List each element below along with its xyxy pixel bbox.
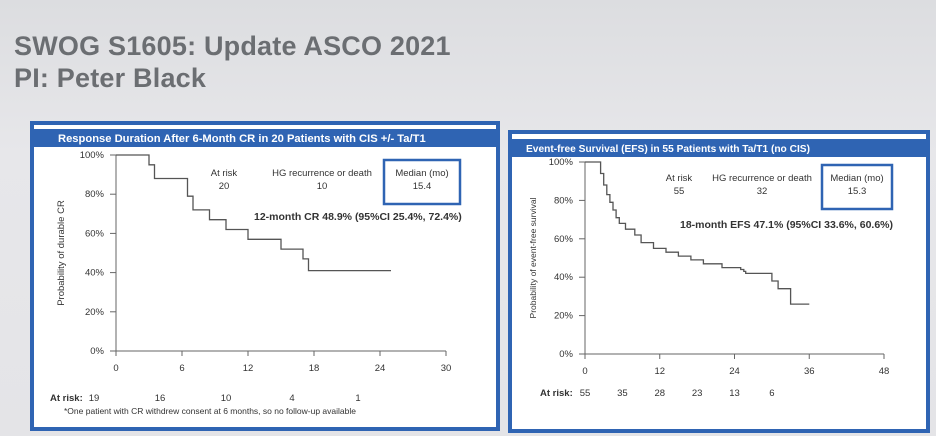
chart-title-band <box>512 139 926 157</box>
median-highlight-box <box>382 158 462 206</box>
risk-table-value: 6 <box>769 388 774 399</box>
risk-table-value: 16 <box>155 393 166 404</box>
y-axis-label: Probability of event-free survival <box>528 197 538 318</box>
y-tick-label: 0% <box>90 346 104 357</box>
x-tick-label: 36 <box>804 366 815 377</box>
median-value: 15.3 <box>848 186 867 197</box>
y-tick-label: 100% <box>80 150 105 161</box>
risk-table-value: 23 <box>692 388 703 399</box>
efs-chart: Event-free Survival (EFS) in 55 Patients… <box>512 139 926 399</box>
at-risk-header: At risk <box>666 173 693 184</box>
median-header: Median (mo) <box>395 168 448 179</box>
landmark-estimate-annotation: 18-month EFS 47.1% (95%CI 33.6%, 60.6%) <box>680 219 893 231</box>
events-total: 32 <box>757 186 768 197</box>
y-tick-label: 60% <box>554 234 574 245</box>
y-axis-label: Probability of durable CR <box>56 200 67 306</box>
efs-chart-panel: Event-free Survival (EFS) in 55 Patients… <box>508 130 930 433</box>
risk-table-value: 55 <box>580 388 591 399</box>
at-risk-header: At risk <box>211 168 238 179</box>
y-tick-label: 20% <box>554 311 574 322</box>
x-tick-label: 6 <box>179 363 184 374</box>
risk-table-value: 19 <box>89 393 100 404</box>
x-tick-label: 0 <box>113 363 118 374</box>
y-tick-label: 0% <box>559 349 573 360</box>
landmark-estimate-annotation: 12-month CR 48.9% (95%CI 25.4%, 72.4%) <box>254 211 462 223</box>
risk-table-value: 28 <box>654 388 665 399</box>
x-tick-label: 48 <box>879 366 890 377</box>
x-tick-label: 12 <box>654 366 665 377</box>
y-tick-label: 40% <box>85 268 105 279</box>
chart-title-band <box>34 129 496 147</box>
x-tick-label: 30 <box>441 363 452 374</box>
km-survival-curve <box>116 154 391 272</box>
y-tick-label: 40% <box>554 272 574 283</box>
median-highlight-box <box>820 163 894 211</box>
at-risk-total: 20 <box>219 181 230 192</box>
x-tick-label: 18 <box>309 363 320 374</box>
x-tick-label: 0 <box>582 366 587 377</box>
risk-table-value: 4 <box>289 393 294 404</box>
km-survival-curve <box>585 161 810 305</box>
response-duration-chart-panel: Response Duration After 6-Month CR in 20… <box>30 121 500 431</box>
events-header: HG recurrence or death <box>272 168 372 179</box>
risk-table-value: 1 <box>355 393 360 404</box>
y-tick-label: 100% <box>549 157 574 168</box>
x-tick-label: 24 <box>729 366 740 377</box>
events-header: HG recurrence or death <box>712 173 812 184</box>
response-duration-chart: Response Duration After 6-Month CR in 20… <box>34 129 496 416</box>
risk-table-label: At risk: <box>50 393 83 404</box>
x-tick-label: 12 <box>243 363 254 374</box>
median-value: 15.4 <box>413 181 432 192</box>
y-tick-label: 80% <box>554 195 574 206</box>
slide-subtitle-pi: PI: Peter Black <box>14 63 207 93</box>
y-tick-label: 20% <box>85 307 105 318</box>
at-risk-total: 55 <box>674 186 685 197</box>
chart-title: Event-free Survival (EFS) in 55 Patients… <box>526 144 810 155</box>
risk-table-value: 13 <box>729 388 740 399</box>
y-tick-label: 80% <box>85 189 105 200</box>
risk-table-value: 35 <box>617 388 628 399</box>
slide-title: SWOG S1605: Update ASCO 2021 <box>14 31 451 61</box>
x-tick-label: 24 <box>375 363 386 374</box>
footnote: *One patient with CR withdrew consent at… <box>64 406 356 416</box>
events-total: 10 <box>317 181 328 192</box>
risk-table-value: 10 <box>221 393 232 404</box>
risk-table-label: At risk: <box>540 388 573 399</box>
y-tick-label: 60% <box>85 228 105 239</box>
chart-title: Response Duration After 6-Month CR in 20… <box>58 133 426 145</box>
median-header: Median (mo) <box>830 173 883 184</box>
